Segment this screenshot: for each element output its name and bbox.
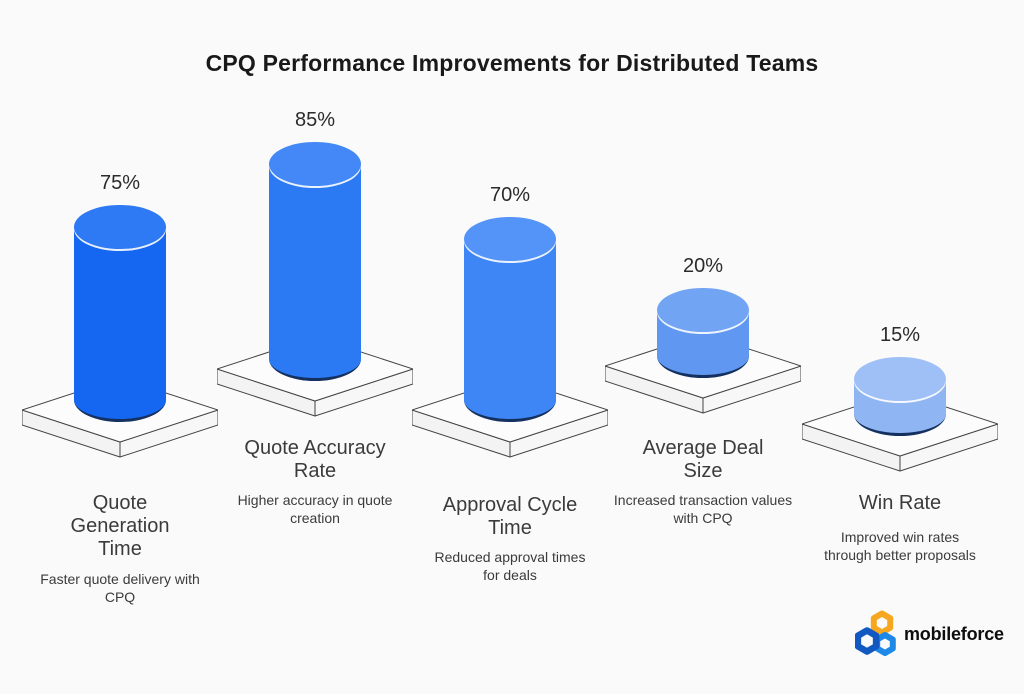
bar-cylinder	[464, 217, 556, 422]
bar-description: Higher accuracy in quote creation	[237, 492, 393, 526]
hexagon-light-blue	[874, 632, 896, 656]
cylinder-top-face	[74, 205, 166, 249]
bar-description: Reduced approval times for deals	[434, 549, 586, 583]
bar-value-label: 70%	[489, 184, 531, 206]
bar-value-label: 75%	[99, 172, 141, 194]
bar-value-label: 20%	[682, 255, 724, 277]
cylinder-body	[74, 227, 166, 422]
bar-category-label: Average Deal Size	[642, 437, 764, 482]
bar-value-label: 85%	[294, 109, 336, 131]
bar-cylinder	[74, 205, 166, 422]
cylinder-top-face	[657, 288, 749, 332]
cylinder-top-face	[269, 142, 361, 186]
bar-cylinder	[657, 288, 749, 378]
cylinder-top-face	[854, 357, 946, 401]
bar-category-label: Quote Accuracy Rate	[244, 437, 386, 482]
hexagon-dark-blue	[855, 627, 880, 655]
cylinder-body	[464, 239, 556, 422]
chart-title: CPQ Performance Improvements for Distrib…	[205, 50, 819, 76]
brand-logo: mobileforce	[855, 610, 1004, 658]
cylinder-body	[269, 164, 361, 381]
bar-cylinder	[854, 357, 946, 436]
bar-cylinder	[269, 142, 361, 381]
bar-category-label: Quote Generation Time	[70, 492, 170, 560]
bar-category-label: Win Rate	[858, 492, 942, 514]
hexagon-yellow	[870, 610, 894, 636]
cylinder-top-face	[464, 217, 556, 261]
bar-category-label: Approval Cycle Time	[442, 494, 578, 539]
mobileforce-logo-icon	[855, 610, 896, 656]
bar-description: Faster quote delivery with CPQ	[40, 571, 200, 605]
platform-plinth	[802, 392, 998, 472]
bar-description: Improved win rates through better propos…	[824, 529, 976, 563]
bar-description: Increased transaction values with CPQ	[613, 492, 793, 526]
brand-name: mobileforce	[904, 623, 1004, 644]
bar-value-label: 15%	[879, 324, 921, 346]
